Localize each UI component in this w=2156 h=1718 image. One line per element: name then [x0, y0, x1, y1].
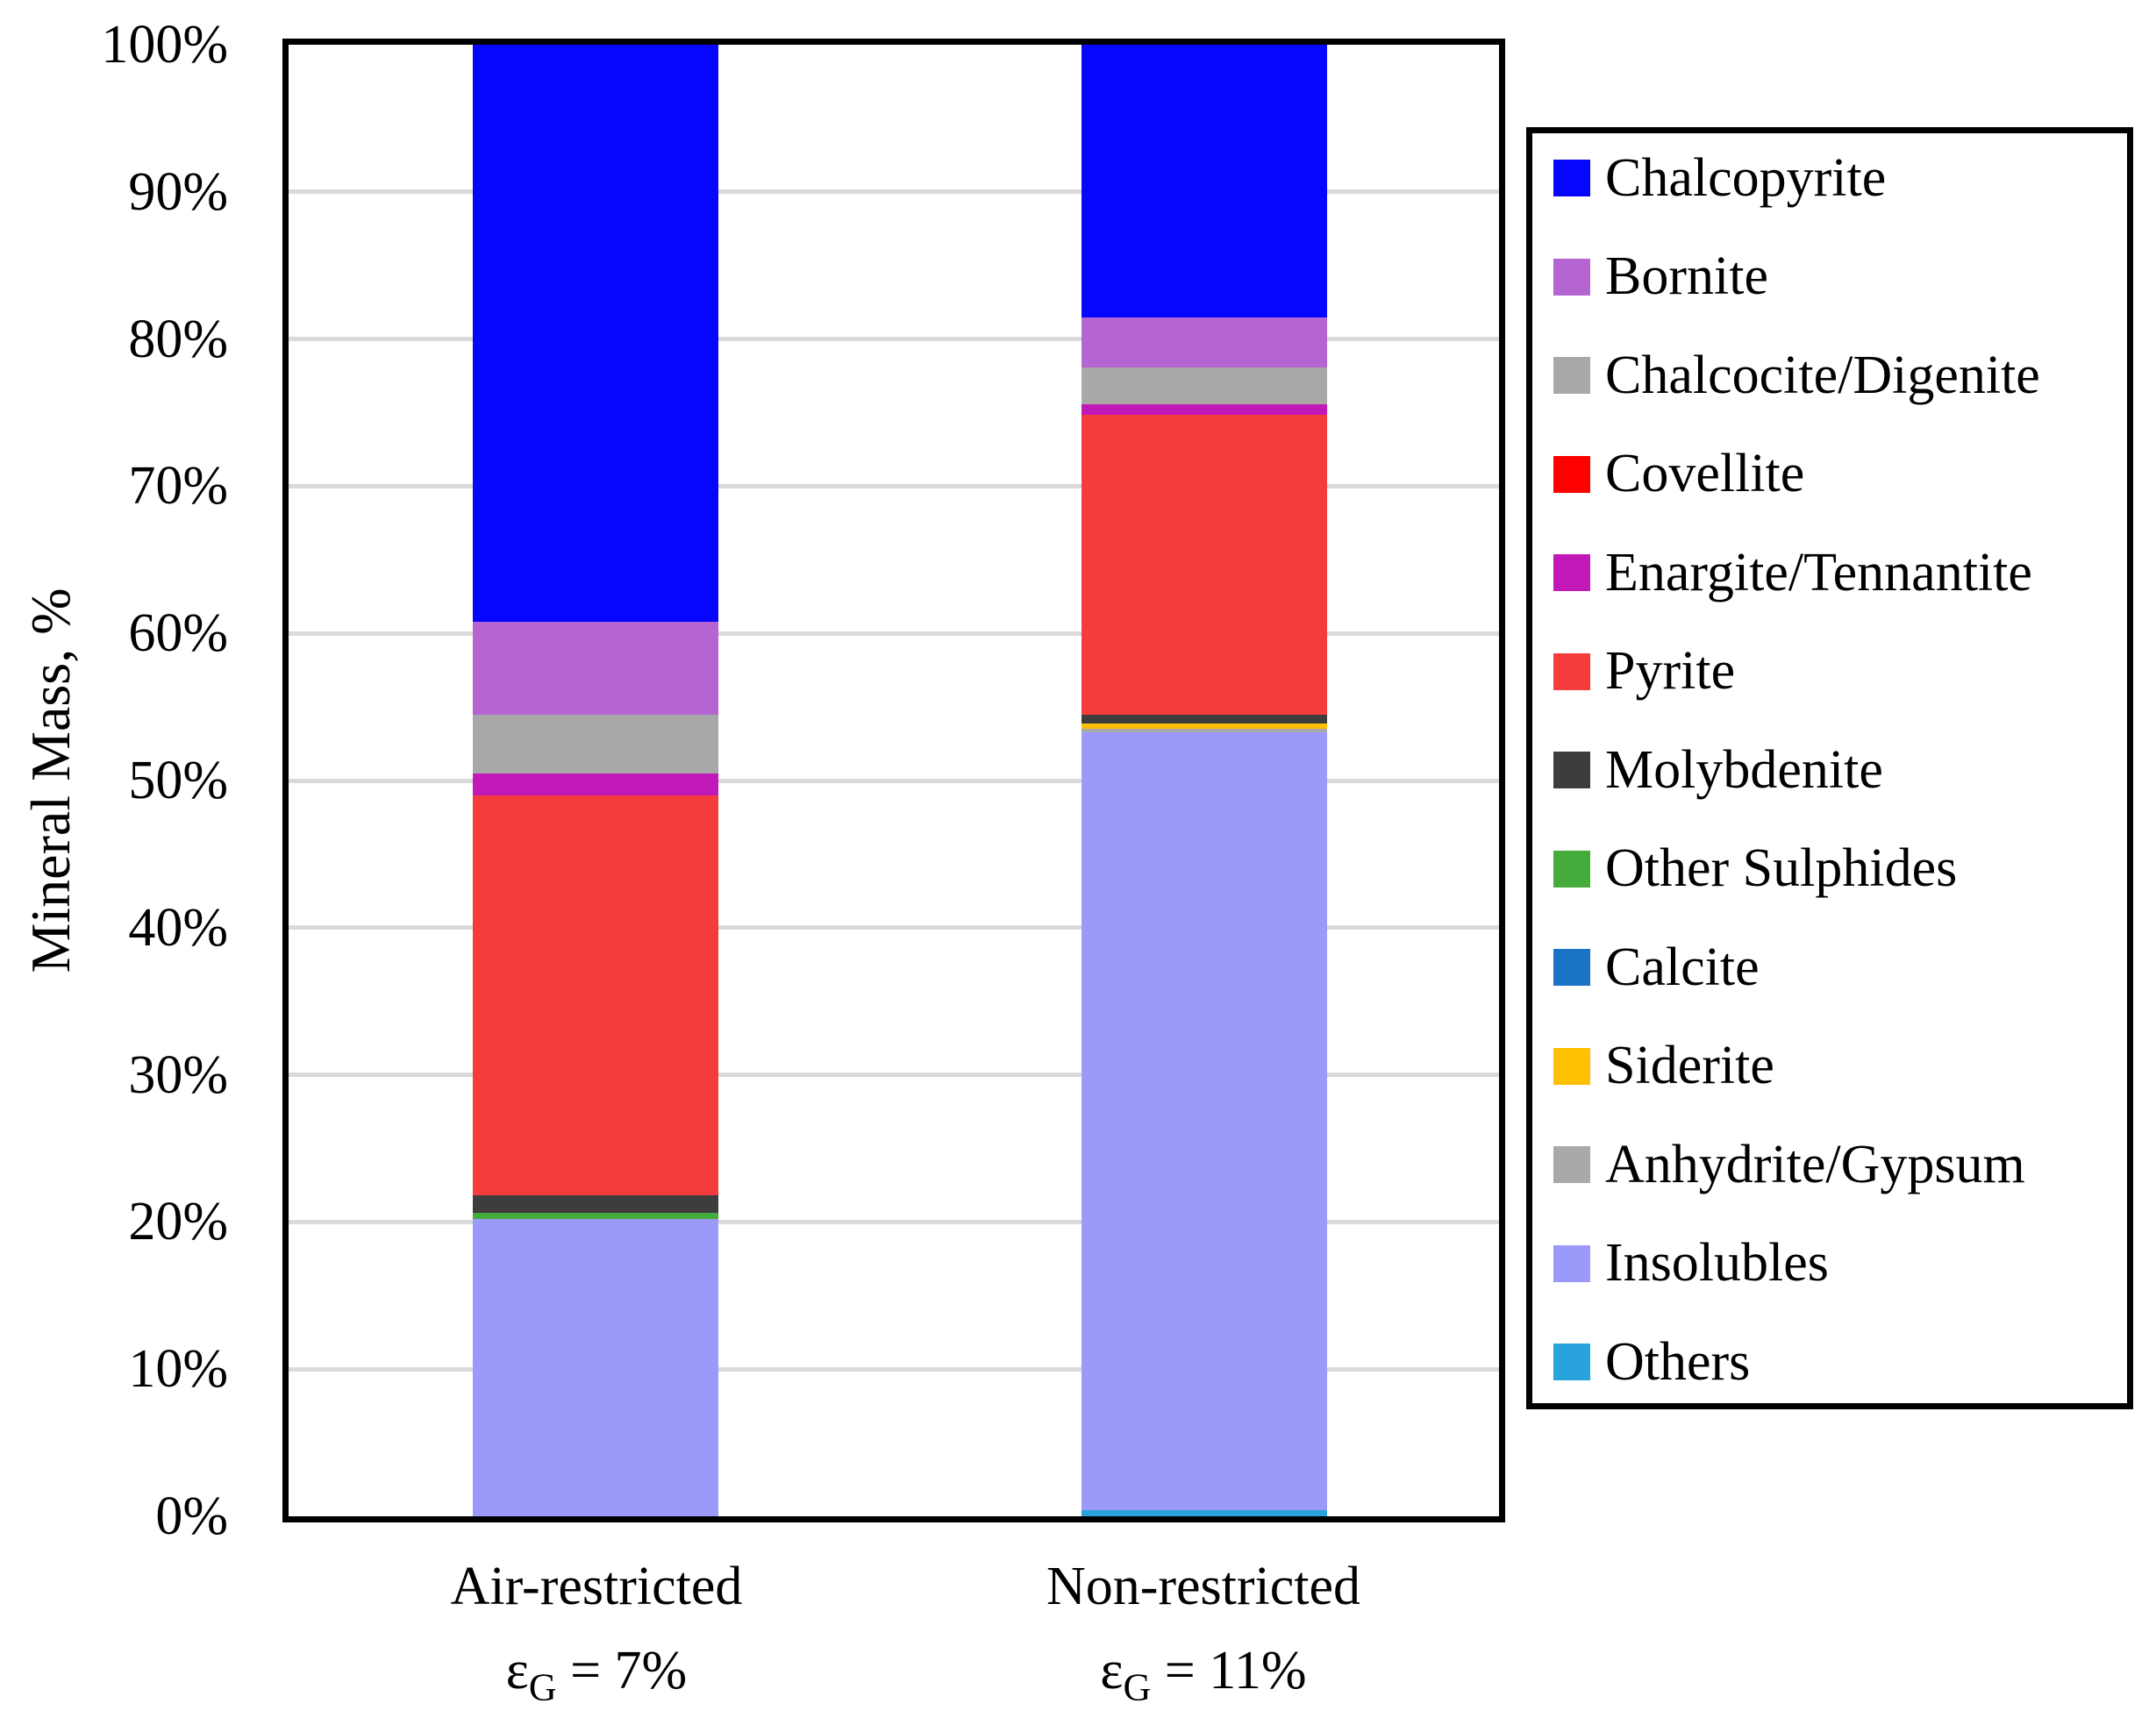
bar-segment-other-sulphides [473, 1213, 718, 1220]
y-tick-label: 60% [128, 603, 228, 664]
y-tick-label: 30% [128, 1044, 228, 1105]
legend-swatch-insolubles [1553, 1244, 1590, 1282]
legend-item-others: Others [1553, 1332, 1750, 1392]
bar-segment-anhydrite-gypsum [1082, 729, 1327, 732]
gridline [289, 1073, 1499, 1078]
legend-swatch-enargite-tennantite [1553, 554, 1590, 591]
y-tick-label: 90% [128, 161, 228, 222]
bar-segment-chalcocite-digenite [473, 714, 718, 773]
epsilon-subscript: G [528, 1665, 557, 1709]
legend-swatch-others [1553, 1344, 1590, 1380]
bar-segment-chalcopyrite [473, 45, 718, 622]
gridline [289, 1366, 1499, 1372]
bar-non-restricted [1082, 45, 1327, 1516]
legend-label: Molybdenite [1605, 739, 1883, 800]
bar-segment-molybdenite [1082, 715, 1327, 724]
category-name: Non-restricted [1046, 1557, 1361, 1616]
legend-label: Chalcopyrite [1605, 147, 1887, 208]
legend-label: Anhydrite/Gypsum [1605, 1134, 2025, 1194]
legend-swatch-chalcocite-digenite [1553, 357, 1590, 394]
legend-label: Other Sulphides [1605, 838, 1958, 898]
gridline [289, 631, 1499, 636]
legend-label: Bornite [1605, 246, 1768, 306]
legend-item-bornite: Bornite [1553, 246, 1768, 306]
bar-segment-siderite [1082, 724, 1327, 730]
y-tick-label: 20% [128, 1192, 228, 1252]
category-label-air-restricted: Air-restricted εG = 7% [316, 1554, 877, 1707]
legend-swatch-other-sulphides [1553, 850, 1590, 888]
y-tick-label: 50% [128, 751, 228, 810]
bar-segment-pyrite [473, 795, 718, 1196]
bar-segment-chalcopyrite [1082, 45, 1327, 318]
y-tick-label: 0% [155, 1486, 228, 1546]
bar-segment-insolubles [473, 1219, 718, 1516]
legend-swatch-bornite [1553, 258, 1590, 296]
category-condition: εG = 11% [923, 1638, 1484, 1707]
legend-swatch-chalcopyrite [1553, 160, 1590, 196]
legend-label: Enargite/Tennantite [1605, 542, 2032, 602]
y-tick-label: 10% [128, 1339, 228, 1400]
bar-segment-molybdenite [473, 1195, 718, 1214]
epsilon-subscript: G [1123, 1665, 1152, 1709]
legend-item-anhydrite-gypsum: Anhydrite/Gypsum [1553, 1135, 2025, 1194]
legend-label: Covellite [1605, 444, 1805, 503]
bar-segment-chalcocite-digenite [1082, 367, 1327, 405]
legend-item-chalcopyrite: Chalcopyrite [1553, 148, 1886, 208]
gridline [289, 189, 1499, 195]
legend-label: Others [1605, 1331, 1751, 1392]
legend-swatch-covellite [1553, 455, 1590, 493]
bar-segment-enargite-tennantite [473, 773, 718, 795]
legend-item-siderite: Siderite [1553, 1036, 1774, 1095]
legend-item-covellite: Covellite [1553, 444, 1804, 503]
legend-item-insolubles: Insolubles [1553, 1233, 1829, 1293]
legend-swatch-calcite [1553, 949, 1590, 986]
legend-swatch-molybdenite [1553, 752, 1590, 788]
legend-item-molybdenite: Molybdenite [1553, 740, 1883, 800]
y-tick-label: 70% [128, 456, 228, 517]
bar-segment-enargite-tennantite [1082, 404, 1327, 416]
y-tick-label: 40% [128, 897, 228, 958]
bar-air-restricted [473, 45, 718, 1516]
epsilon-symbol: ε [1100, 1641, 1124, 1700]
gridline [289, 483, 1499, 488]
plot-area [282, 39, 1505, 1522]
legend-item-chalcocite-digenite: Chalcocite/Digenite [1553, 346, 2040, 405]
legend-swatch-siderite [1553, 1047, 1590, 1085]
legend-label: Insolubles [1605, 1233, 1829, 1293]
legend-item-calcite: Calcite [1553, 937, 1760, 997]
legend-item-other-sulphides: Other Sulphides [1553, 838, 1957, 898]
gridline [289, 778, 1499, 783]
legend-item-enargite-tennantite: Enargite/Tennantite [1553, 543, 2032, 602]
category-label-non-restricted: Non-restricted εG = 11% [923, 1554, 1484, 1707]
legend: Chalcopyrite Bornite Chalcocite/Digenite Co… [1526, 127, 2133, 1409]
bar-segment-bornite [473, 621, 718, 715]
legend-label: Pyrite [1605, 641, 1736, 701]
bar-segment-others [1082, 1510, 1327, 1516]
epsilon-symbol: ε [505, 1641, 529, 1700]
legend-swatch-pyrite [1553, 652, 1590, 690]
gridline [289, 1219, 1499, 1224]
bar-segment-bornite [1082, 317, 1327, 368]
legend-label: Calcite [1605, 937, 1760, 997]
y-tick-label: 100% [101, 15, 228, 75]
y-axis-ticks: 0% 10% 20% 30% 40% 50% 60% 70% 80% 90% 100% [53, 15, 228, 1546]
category-name: Air-restricted [450, 1557, 743, 1616]
condition-value: = 11% [1151, 1641, 1307, 1700]
bar-segment-insolubles [1082, 731, 1327, 1511]
gridline [289, 925, 1499, 930]
legend-swatch-anhydrite-gypsum [1553, 1146, 1590, 1183]
category-condition: εG = 7% [316, 1638, 877, 1707]
bar-segment-pyrite [1082, 415, 1327, 716]
legend-label: Chalcocite/Digenite [1605, 345, 2040, 405]
y-tick-label: 80% [128, 309, 228, 369]
legend-label: Siderite [1605, 1036, 1774, 1095]
gridline [289, 337, 1499, 342]
legend-item-pyrite: Pyrite [1553, 641, 1735, 701]
condition-value: = 7% [556, 1641, 688, 1700]
